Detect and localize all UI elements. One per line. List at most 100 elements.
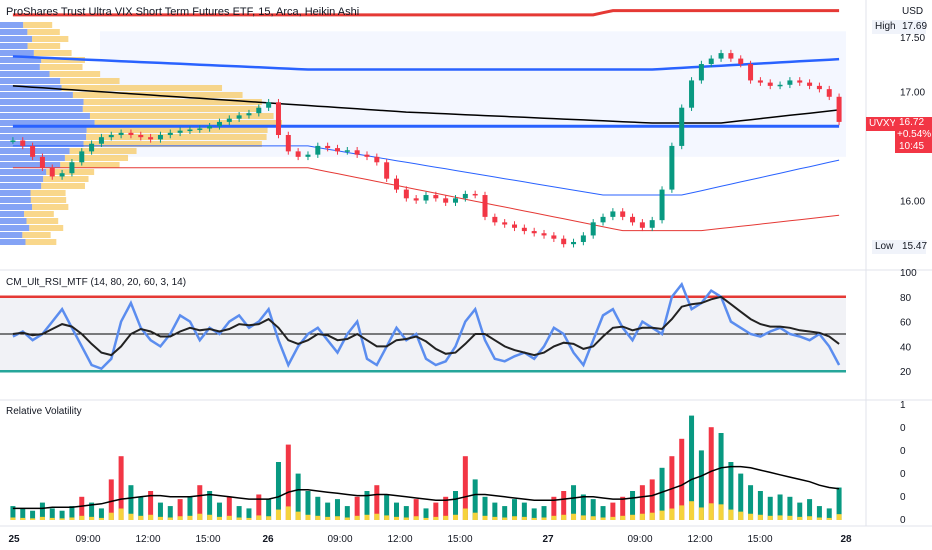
candle-body[interactable] (266, 102, 272, 108)
candle-body[interactable] (571, 241, 577, 245)
candle-body[interactable] (295, 151, 301, 157)
candle-body[interactable] (777, 84, 783, 87)
candle-body[interactable] (590, 222, 596, 236)
candle-body[interactable] (561, 238, 567, 245)
candle-body[interactable] (826, 89, 832, 97)
candle-body[interactable] (364, 154, 370, 157)
candle-body[interactable] (620, 211, 626, 217)
candle-body[interactable] (423, 195, 429, 201)
volatility-bar[interactable] (364, 491, 370, 520)
volatility-bar[interactable] (256, 494, 262, 520)
volatility-bar[interactable] (49, 508, 55, 520)
candle-body[interactable] (148, 137, 154, 140)
candle-body[interactable] (138, 135, 144, 138)
volatility-bar[interactable] (354, 496, 360, 520)
candle-body[interactable] (659, 189, 665, 221)
candle-body[interactable] (649, 220, 655, 228)
volatility-bar[interactable] (649, 479, 655, 520)
volatility-bar[interactable] (128, 485, 134, 520)
volatility-bar[interactable] (384, 494, 390, 520)
candle-body[interactable] (325, 145, 331, 149)
volatility-bar[interactable] (374, 485, 380, 520)
candle-body[interactable] (413, 198, 419, 201)
volatility-bar[interactable] (777, 494, 783, 520)
candle-body[interactable] (108, 135, 114, 138)
candle-body[interactable] (177, 130, 183, 133)
volatility-bar[interactable] (89, 502, 95, 520)
rsi-indicator-label[interactable]: CM_Ult_RSI_MTF (14, 80, 20, 60, 3, 14) (6, 277, 187, 288)
volatility-bar[interactable] (610, 502, 616, 520)
volatility-indicator-label[interactable]: Relative Volatility (6, 406, 82, 417)
volatility-bar[interactable] (512, 499, 518, 520)
currency-label[interactable]: USD (902, 6, 924, 17)
candle-body[interactable] (521, 227, 527, 232)
volatility-bar[interactable] (98, 508, 104, 520)
volatility-bar[interactable] (315, 496, 321, 520)
volatility-bar[interactable] (816, 506, 822, 520)
candle-body[interactable] (315, 145, 321, 155)
volatility-bar[interactable] (531, 508, 537, 520)
volatility-bar[interactable] (148, 491, 154, 520)
candle-body[interactable] (639, 222, 645, 228)
volatility-bar[interactable] (639, 485, 645, 520)
volatility-bar[interactable] (826, 508, 832, 520)
volatility-bar[interactable] (423, 508, 429, 520)
volatility-bar[interactable] (620, 496, 626, 520)
candle-body[interactable] (433, 195, 439, 199)
candle-body[interactable] (334, 148, 340, 152)
volatility-bar[interactable] (285, 444, 291, 520)
candle-body[interactable] (610, 211, 616, 217)
candle-body[interactable] (403, 189, 409, 199)
candle-body[interactable] (226, 118, 232, 122)
candle-body[interactable] (836, 96, 842, 122)
candle-body[interactable] (10, 140, 16, 142)
candle-body[interactable] (207, 126, 213, 129)
volatility-bar[interactable] (492, 502, 498, 520)
candle-body[interactable] (275, 102, 281, 135)
candle-body[interactable] (118, 132, 124, 135)
candle-body[interactable] (305, 154, 311, 157)
candle-body[interactable] (354, 150, 360, 155)
volatility-bar[interactable] (157, 502, 163, 520)
volatility-bar[interactable] (59, 510, 65, 520)
volatility-bar[interactable] (580, 494, 586, 520)
volatility-bar[interactable] (275, 462, 281, 520)
candle-body[interactable] (807, 82, 813, 86)
volatility-bar[interactable] (708, 427, 714, 520)
volatility-bar[interactable] (698, 450, 704, 520)
candle-body[interactable] (541, 233, 547, 236)
volatility-bar[interactable] (334, 499, 340, 520)
volatility-pane[interactable] (0, 399, 932, 520)
volatility-bar[interactable] (502, 506, 508, 520)
candle-body[interactable] (679, 107, 685, 146)
volatility-bar[interactable] (551, 496, 557, 520)
volatility-bar[interactable] (679, 438, 685, 520)
rsi-pane[interactable] (0, 269, 932, 373)
volatility-bar[interactable] (541, 506, 547, 520)
volatility-bar[interactable] (79, 496, 85, 520)
volatility-bar[interactable] (453, 491, 459, 520)
candle-body[interactable] (285, 135, 291, 152)
volatility-bar[interactable] (797, 502, 803, 520)
volatility-bar[interactable] (177, 499, 183, 520)
volatility-bar[interactable] (69, 506, 75, 520)
volatility-bar[interactable] (787, 496, 793, 520)
candle-body[interactable] (492, 216, 498, 223)
volatility-bar[interactable] (305, 491, 311, 520)
volatility-bar[interactable] (630, 491, 636, 520)
volatility-bar[interactable] (108, 479, 114, 520)
candle-body[interactable] (738, 58, 744, 65)
volatility-bar[interactable] (187, 496, 193, 520)
volatility-bar[interactable] (443, 496, 449, 520)
volatility-bar[interactable] (600, 506, 606, 520)
volatility-bar[interactable] (728, 462, 734, 520)
candle-body[interactable] (374, 156, 380, 163)
candle-body[interactable] (157, 135, 163, 140)
volatility-bar[interactable] (226, 496, 232, 520)
candle-body[interactable] (187, 129, 193, 132)
candle-body[interactable] (79, 151, 85, 163)
volatility-bar[interactable] (207, 491, 213, 520)
volatility-bar[interactable] (118, 456, 124, 520)
candle-body[interactable] (669, 145, 675, 190)
volatility-bar[interactable] (295, 473, 301, 520)
